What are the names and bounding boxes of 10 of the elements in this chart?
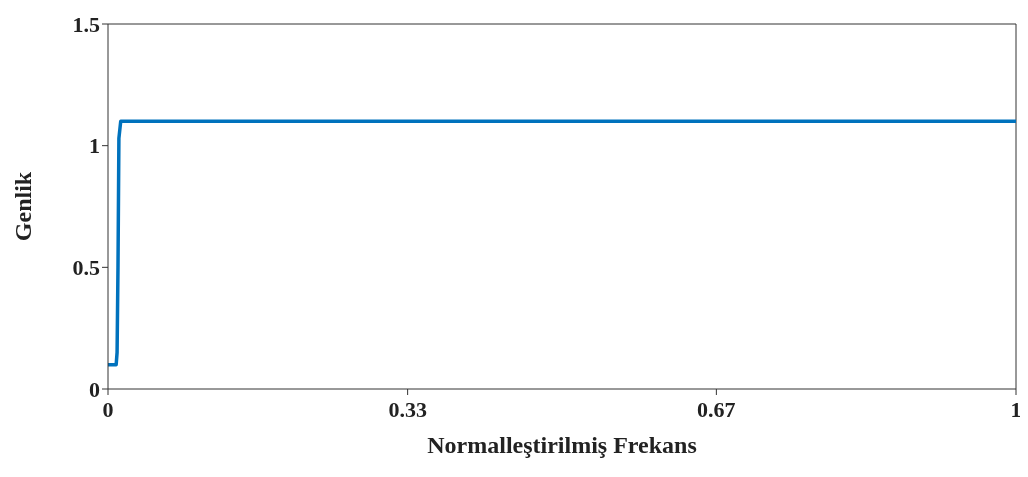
line-series bbox=[108, 119, 1016, 367]
x-tick-label: 0.67 bbox=[697, 396, 736, 422]
y-tick-label: 1.5 bbox=[72, 11, 100, 37]
y-tick-label: 0 bbox=[89, 376, 100, 402]
x-tick-label: 1 bbox=[1010, 396, 1022, 422]
x-tick-label: 0.33 bbox=[388, 396, 427, 422]
y-tick-label: 0.5 bbox=[72, 255, 100, 281]
y-tick-label: 1 bbox=[89, 133, 100, 159]
x-axis-title: Normalleştirilmiş Frekans bbox=[427, 432, 697, 458]
y-axis-title: Genlik bbox=[9, 171, 36, 242]
